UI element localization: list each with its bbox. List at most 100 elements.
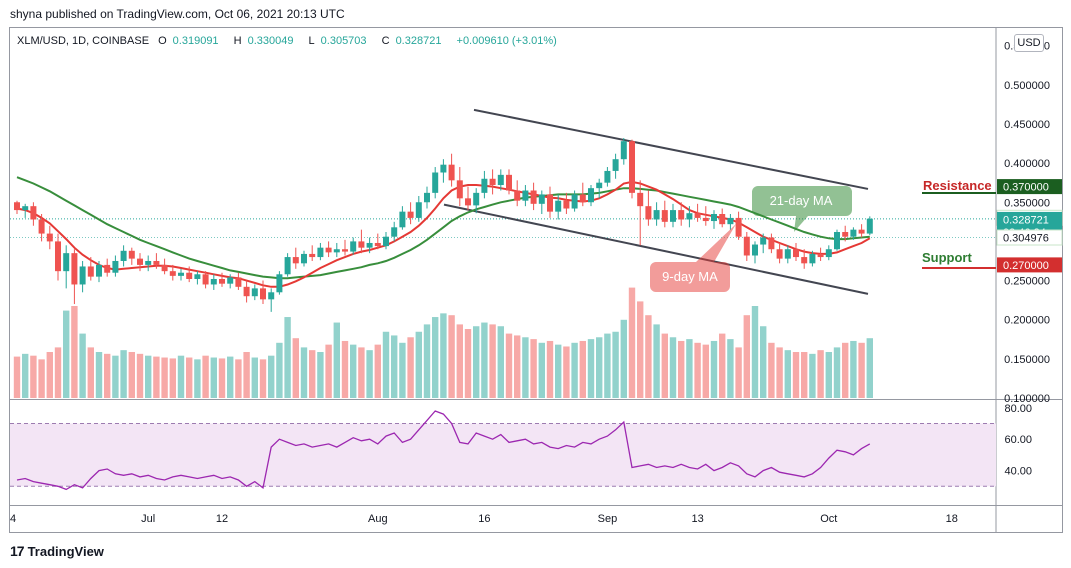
- candle-body: [186, 272, 193, 279]
- volume-bar: [284, 317, 291, 398]
- volume-bar: [653, 324, 660, 398]
- open-value: O 0.319091: [158, 35, 219, 47]
- price-tick-label: 0.350000: [1004, 197, 1050, 209]
- volume-bar: [333, 322, 340, 398]
- candle-body: [596, 182, 603, 189]
- candle-body: [612, 159, 619, 171]
- volume-bar: [440, 313, 447, 398]
- candle-body: [309, 253, 316, 258]
- symbol-legend: XLM/USD, 1D, COINBASE O 0.319091 H 0.33004…: [17, 35, 563, 47]
- candle-body: [161, 264, 168, 272]
- candle-body: [63, 253, 70, 272]
- candle-body: [350, 241, 357, 252]
- candle-body: [563, 200, 570, 209]
- currency-button[interactable]: USD: [1014, 34, 1044, 52]
- volume-bar: [661, 333, 668, 398]
- candle-body: [30, 206, 37, 220]
- candle-body: [251, 288, 258, 297]
- volume-bar: [604, 333, 611, 398]
- volume-bar: [743, 315, 750, 398]
- volume-bar: [587, 339, 595, 398]
- volume-bar: [63, 310, 70, 398]
- candle-body: [629, 141, 635, 193]
- volume-bar: [243, 352, 250, 398]
- price-tick-label: 0.100000: [1004, 393, 1050, 405]
- time-tick-label: 18: [946, 513, 958, 525]
- volume-bar: [177, 355, 185, 398]
- candle-body: [489, 178, 496, 186]
- ma9-line: [16, 180, 871, 288]
- time-tick-label: 12: [216, 513, 228, 525]
- candle-body: [702, 217, 709, 222]
- candle-body: [235, 277, 242, 287]
- candle-body: [473, 192, 480, 206]
- candle-body: [374, 242, 381, 247]
- price-tick-label: 0.400000: [1004, 158, 1050, 170]
- candle-body: [178, 272, 184, 276]
- volume-bar: [522, 337, 529, 398]
- candle-body: [358, 241, 365, 248]
- volume-bar: [637, 301, 644, 398]
- volume-bar: [776, 347, 783, 398]
- volume-bar: [366, 350, 373, 398]
- candle-body: [456, 180, 463, 199]
- volume-bar: [497, 326, 504, 398]
- volume-bar: [136, 353, 144, 398]
- volume-bar: [292, 338, 299, 398]
- candle-body: [292, 257, 299, 264]
- candle-body: [809, 253, 816, 264]
- candle-body: [104, 264, 111, 273]
- volume-bar: [530, 339, 537, 398]
- candle-body: [776, 249, 783, 259]
- volume-bar: [95, 352, 103, 398]
- candle-body: [153, 260, 160, 265]
- volume-bar: [145, 355, 152, 398]
- publish-info: shyna published on TradingView.com, Oct …: [10, 7, 345, 21]
- volume-bar: [104, 353, 111, 398]
- candle-body: [465, 198, 471, 206]
- ma21-callout-label: 21-day MA: [770, 193, 833, 208]
- volume-bar: [300, 347, 308, 398]
- rsi-tick-label: 40.00: [1004, 466, 1032, 478]
- volume-bar: [514, 335, 521, 398]
- candle-body: [752, 244, 758, 256]
- volume-bar: [850, 340, 857, 398]
- volume-bar: [858, 342, 865, 398]
- candle-body: [637, 192, 644, 207]
- candle-body: [14, 202, 20, 211]
- volume-bar: [555, 344, 562, 398]
- candle-body: [645, 206, 652, 220]
- price-axis-label-text: 0.270000: [1003, 260, 1049, 272]
- rsi-tick-label: 60.00: [1004, 434, 1032, 446]
- candle-body: [711, 214, 717, 222]
- candle-body: [686, 213, 693, 220]
- candle-body: [653, 210, 660, 220]
- volume-bar: [38, 359, 45, 398]
- candle-body: [801, 257, 808, 264]
- volume-bar: [538, 342, 545, 398]
- candle-body: [579, 194, 586, 203]
- volume-bar: [866, 338, 873, 398]
- candle-body: [694, 213, 701, 218]
- tradingview-logo[interactable]: 17 TradingView: [10, 543, 104, 559]
- tradingview-logo-icon: 17: [10, 543, 25, 559]
- volume-bar: [87, 347, 94, 398]
- channel-upper-line: [473, 108, 869, 190]
- ma9-callout-label: 9-day MA: [662, 269, 718, 284]
- volume-bar: [374, 344, 381, 398]
- candle-body: [112, 260, 119, 273]
- volume-bar: [792, 352, 800, 398]
- volume-bar: [579, 340, 586, 398]
- price-axis-label-text: 0.328721: [1003, 214, 1049, 226]
- volume-bar: [456, 324, 463, 398]
- candle-body: [432, 172, 439, 193]
- candle-body: [817, 253, 824, 258]
- volume-bar: [833, 347, 841, 398]
- candle-body: [210, 278, 217, 285]
- volume-bar: [415, 331, 422, 398]
- volume-bar: [727, 339, 734, 398]
- volume-bar: [210, 357, 217, 398]
- time-tick-label: Jul: [141, 513, 155, 525]
- candle-body: [866, 218, 873, 234]
